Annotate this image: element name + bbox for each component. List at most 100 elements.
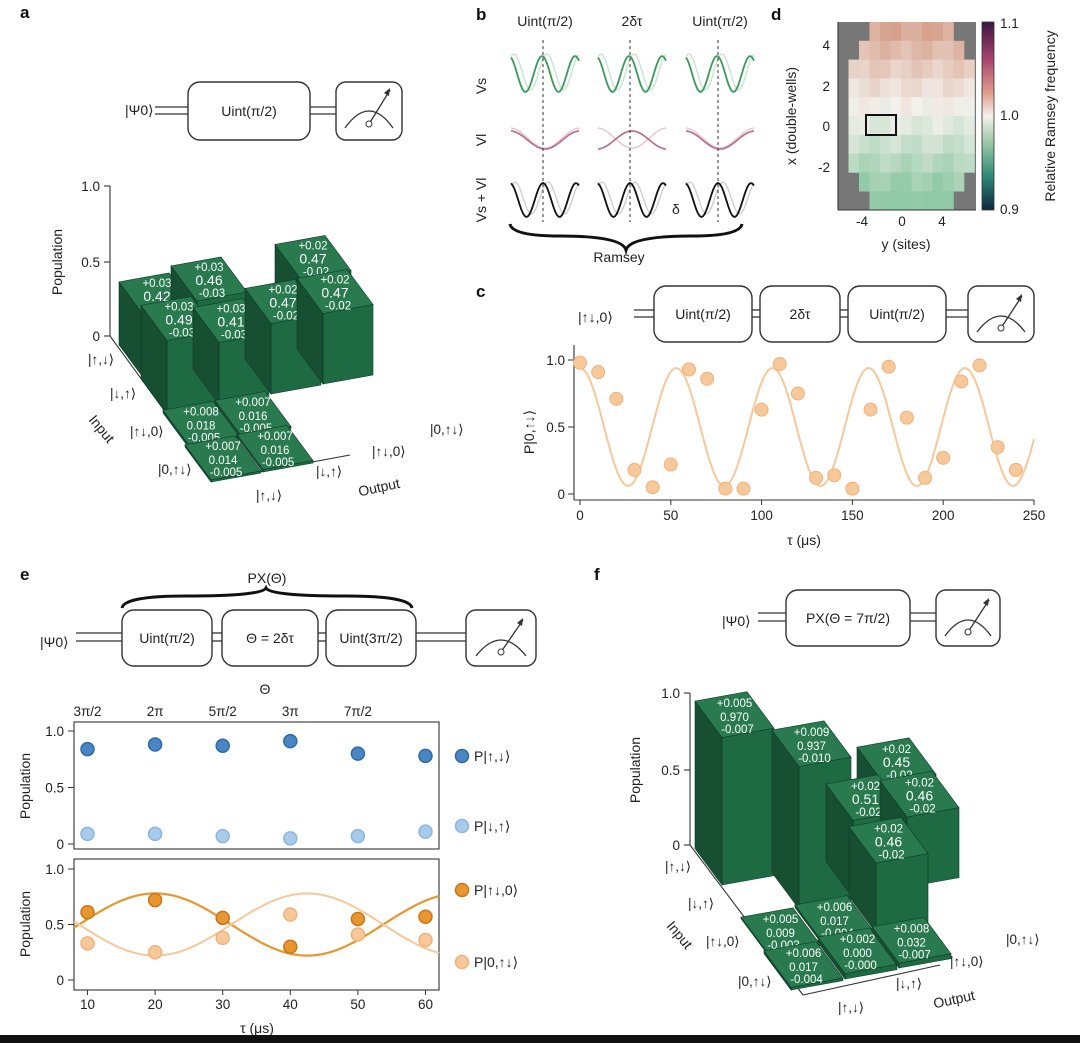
tick-c-y-2: 1.0 [546, 353, 565, 368]
heatmap-cell [922, 40, 933, 60]
plot-e-point-s1-2 [215, 828, 230, 844]
tick-c-x-0: 0 [576, 508, 584, 523]
heatmap-cell [901, 134, 912, 154]
bar3d-a-plus-9: +0.007 [235, 397, 271, 409]
bar3d-a-plus-8: +0.008 [183, 407, 219, 419]
heatmap-cell [859, 59, 870, 79]
circuit-e-gate1: Uint(π/2) [139, 630, 195, 646]
heatmap-cell [953, 153, 965, 173]
bar3d-f-bar-10: +0.002 0.000-0.000 [817, 927, 898, 980]
heatmap-cell [869, 78, 881, 98]
tick-d-y-4: 4 [822, 38, 830, 53]
heatmap-cell [890, 191, 902, 211]
tick-e-y-bottom-1: 0.5 [45, 918, 64, 933]
bar3d-f-minus-0: -0.007 [721, 724, 754, 736]
plot-e-point-s3-4 [350, 927, 366, 942]
bar3d-f-value-1: 0.937 [797, 741, 826, 753]
bar3d-a-value-6: 0.47 [269, 295, 296, 311]
tick-f-in-2: |↓,↑⟩ [688, 896, 714, 911]
heatmap-cell [911, 172, 923, 192]
tick-a-in-3: |↑↓,0⟩ [130, 424, 164, 439]
bar3d-f-plus-5: +0.02 [905, 778, 934, 790]
plot-c-point-4 [645, 480, 660, 495]
tick-f-y-0: 0 [672, 838, 680, 853]
plot-e-point-s2-5 [418, 909, 433, 924]
heatmap-cell [880, 134, 891, 154]
vsvl-curve-1 [597, 181, 667, 219]
heatmap-cell [943, 191, 954, 211]
axis-a-input-label: Input [86, 412, 118, 446]
axis-e-theta-label: Θ [260, 681, 271, 697]
bar3d-a-value-3: 0.41 [217, 314, 244, 330]
plot-c-point-7 [700, 371, 715, 386]
axis-e-ylabel-bottom: Population [17, 891, 33, 957]
plot-c-point-24 [1008, 462, 1023, 477]
heatmap-cell [932, 153, 944, 173]
bar3d-f-plus-1: +0.009 [794, 727, 830, 739]
heatmap-highlight [865, 114, 897, 136]
tick-e-x-5: 60 [418, 997, 433, 1012]
heatmap-cell [880, 191, 891, 211]
heatmap-cell [964, 134, 975, 154]
bar3d-a-minus-6: -0.02 [273, 311, 299, 323]
ramsey-row-vl: Vl [473, 134, 489, 146]
plot-c-point-10 [754, 402, 769, 417]
tick-c-y-1: 0.5 [546, 420, 565, 435]
bar3d-f-value-11: 0.032 [897, 938, 926, 950]
tick-a-y-05: 0.5 [81, 255, 100, 270]
plot-e-point-s3-5 [418, 932, 433, 948]
bar3d-f-bar-6: +0.020.46-0.02 [848, 816, 929, 934]
heatmap-cell [953, 116, 965, 136]
heatmap-cell [880, 78, 891, 98]
plot-c-point-15 [845, 481, 860, 496]
tick-f-y-1: 1.0 [661, 686, 680, 701]
plot-c-point-22 [972, 358, 987, 373]
heatmap-cell [964, 59, 975, 79]
bar3d-a-plus-2: +0.03 [164, 302, 193, 314]
circuit-a-gate: Uint(π/2) [221, 103, 277, 119]
bar3d-f-minus-5: -0.02 [909, 804, 935, 816]
bar3d-f-plus-4: +0.02 [851, 781, 880, 793]
heatmap-cell [922, 134, 933, 154]
bar3d-f-minus-11: -0.007 [898, 950, 931, 962]
plot-e-point-s2-4 [350, 911, 366, 927]
tick-a-in-1: |↑,↓⟩ [88, 352, 114, 367]
bar3d-a-plus-0: +0.03 [142, 278, 171, 290]
heatmap-cell [943, 59, 954, 79]
tick-e-y-top-0: 0 [56, 837, 64, 852]
heatmap-cells [848, 22, 975, 211]
vs-ghost-2 [685, 53, 755, 91]
heatmap-cell [943, 97, 954, 117]
plot-c-point-6 [681, 362, 696, 377]
plot-e-point-s2-0 [80, 905, 95, 920]
vs-curve-2 [685, 55, 755, 94]
circuit-e-gate2-box [221, 609, 319, 667]
ramsey-row-vsvl: Vs + Vl [473, 178, 489, 223]
plot-c-point-0 [573, 355, 587, 370]
vl-curve-0 [510, 130, 580, 150]
heatmap-cell [911, 134, 923, 154]
circuit-c: |↑↓,0⟩ Uint(π/2) 2δτ Uint(π/2) [578, 285, 1035, 343]
tick-e-theta-1: 2π [147, 704, 164, 719]
circuit-a: |Ψ0⟩ Uint(π/2) [125, 81, 403, 141]
heatmap-cell [943, 172, 954, 192]
bar3d-a-minus-2: -0.03 [169, 328, 195, 340]
heatmap-cell [943, 22, 954, 42]
tick-e-theta-2: 5π/2 [209, 704, 237, 719]
tick-f-out-2: |↓,↑⟩ [896, 976, 922, 991]
heatmap-cell [901, 116, 912, 136]
plot-e-point-s1-5 [418, 824, 433, 839]
bar3d-a-value-5: 0.47 [299, 251, 326, 267]
circuit-e-gate2: Θ = 2δτ [246, 630, 294, 646]
heatmap-cell [943, 40, 954, 60]
plot-e-point-s0-5 [418, 748, 433, 764]
circuit-e: PX(Θ) |Ψ0⟩ Uint(π/2) Θ = 2δτ Uint(3π/2) [40, 570, 537, 667]
plot-e-legend-marker-3 [454, 954, 470, 970]
bar3d-f-minus-6: -0.02 [878, 850, 904, 862]
heatmap-cell [859, 40, 870, 60]
tick-f-out-3: |↑↓,0⟩ [950, 954, 984, 969]
heatmap-cell [859, 172, 870, 192]
circuit-f-gate-box [785, 589, 911, 647]
heatmap-cell [964, 78, 975, 98]
bar3d-f-value-0: 0.970 [720, 712, 749, 724]
